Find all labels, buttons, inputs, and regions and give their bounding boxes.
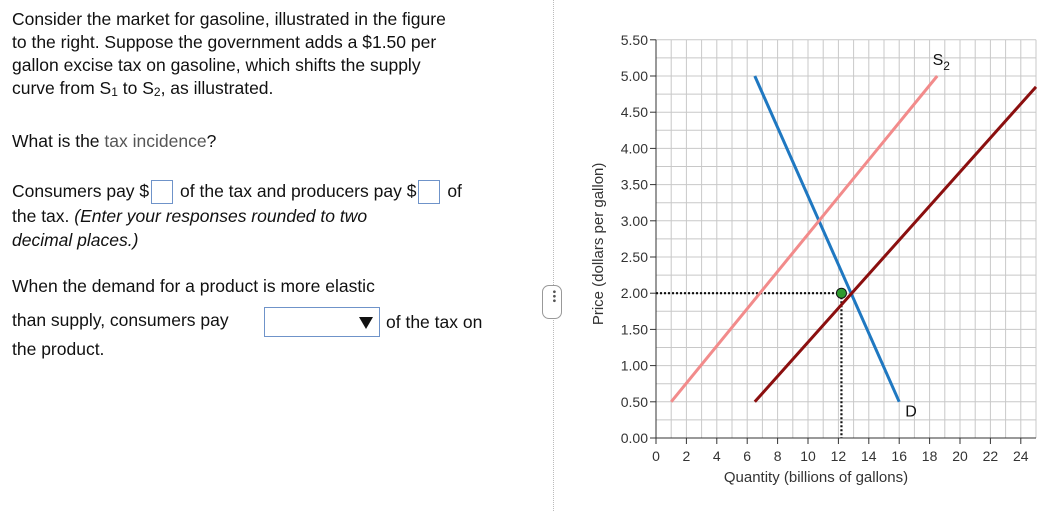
intro-line-3: gallon excise tax on gasoline, which shi… (12, 55, 421, 75)
producers-pay-input[interactable] (418, 180, 441, 205)
intro-line-4b: to S (117, 78, 154, 98)
y-tick-label: 1.50 (621, 321, 648, 337)
y-tick-label: 3.50 (621, 177, 648, 193)
y-tick-label: 4.00 (621, 140, 648, 156)
the-product-label: the product. (12, 339, 105, 359)
of-label: of (447, 181, 462, 201)
panel-divider (553, 0, 554, 511)
consumers-pay-dropdown[interactable] (264, 307, 380, 337)
question-intro: Consider the market for gasoline, illust… (12, 8, 512, 100)
x-tick-label: 10 (800, 448, 816, 464)
the-tax-label: the tax. (12, 206, 70, 227)
than-supply-label: than supply, consumers pay (12, 310, 229, 330)
of-tax-on-label: of the tax on (386, 311, 483, 332)
y-tick-label: 0.50 (621, 394, 648, 410)
x-tick-label: 20 (952, 448, 968, 464)
intro-paragraph: Consider the market for gasoline, illust… (12, 8, 512, 100)
question-mark: ? (206, 131, 217, 151)
consumers-pay-label: Consumers pay $ (12, 181, 150, 201)
x-tick-label: 2 (683, 448, 691, 464)
elasticity-question: than supply, consumers pay of the tax on (12, 307, 482, 337)
producers-pay-label: of the tax and producers pay $ (180, 181, 417, 201)
tax-incidence-link[interactable]: tax incidence (104, 131, 207, 151)
x-tick-label: 18 (922, 448, 938, 464)
y-tick-label: 1.00 (621, 358, 648, 374)
intro-line-4c: , as illustrated. (160, 78, 274, 98)
s1-subscript: 1 (111, 85, 118, 99)
x-tick-label: 14 (861, 448, 877, 464)
elastic-line: When the demand for a product is more el… (12, 276, 375, 296)
y-tick-label: 5.00 (621, 68, 648, 84)
x-tick-label: 22 (983, 448, 999, 464)
supply-curve-s2 (670, 75, 939, 403)
x-tick-label: 12 (831, 448, 847, 464)
x-tick-label: 4 (713, 448, 721, 464)
y-tick-label: 3.00 (621, 213, 648, 229)
y-tick-label: 2.50 (621, 249, 648, 265)
curve-label-s: S2 (933, 52, 951, 73)
incidence-question: What is the tax incidence? (12, 131, 216, 152)
equilibrium-point (835, 287, 847, 299)
curve-label-subscript: 2 (943, 59, 950, 73)
x-tick-label: 6 (743, 448, 751, 464)
instruction-text-2: decimal places.) (12, 230, 139, 251)
y-tick-label: 4.50 (621, 104, 648, 120)
incidence-prompt: What is the (12, 131, 105, 151)
consumer-producer-question: Consumers pay $ of the tax and producers… (12, 179, 522, 252)
more-icon: ••• (548, 290, 559, 304)
intro-line-4a: curve from S (12, 78, 112, 98)
x-tick-label: 16 (891, 448, 907, 464)
intro-line-2: to the right. Suppose the government add… (12, 32, 437, 52)
instruction-text: (Enter your responses rounded to two (74, 206, 368, 227)
y-tick-label: 0.00 (621, 430, 648, 446)
x-tick-label: 0 (652, 448, 660, 464)
intro-line-1: Consider the market for gasoline, illust… (12, 9, 446, 29)
dropdown-arrow-icon (359, 317, 373, 329)
x-axis-label: Quantity (billions of gallons) (724, 469, 908, 486)
curve-label-d: D (905, 403, 917, 420)
x-tick-label: 24 (1013, 448, 1029, 464)
x-tick-label: 8 (774, 448, 782, 464)
y-tick-label: 5.50 (621, 32, 648, 48)
y-axis-label: Price (dollars per gallon) (590, 163, 607, 326)
supply-curve-s1 (753, 85, 1038, 403)
s2-subscript: 2 (153, 85, 161, 99)
panel-resize-handle[interactable]: ••• (542, 285, 562, 319)
demand-curve (753, 75, 901, 403)
y-tick-label: 2.00 (621, 285, 648, 301)
